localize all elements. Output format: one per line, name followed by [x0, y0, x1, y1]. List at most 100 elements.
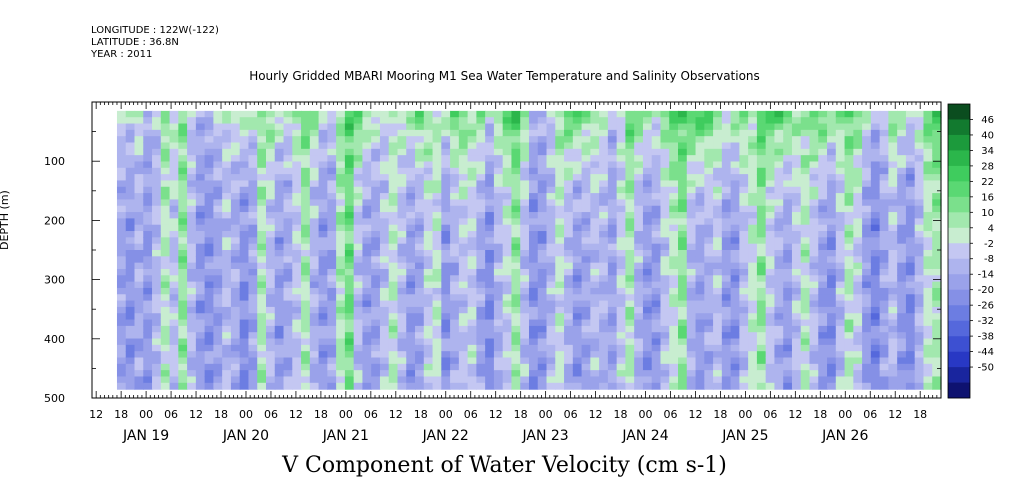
heatmap-cell — [248, 186, 258, 194]
heatmap-cell — [441, 325, 451, 333]
heatmap-cell — [800, 243, 811, 251]
heatmap-cell — [528, 300, 539, 308]
heatmap-cell — [905, 129, 916, 137]
heatmap-cell — [283, 193, 293, 201]
heatmap-cell — [572, 376, 583, 384]
heatmap-cell — [327, 199, 337, 207]
heatmap-cell — [116, 370, 127, 378]
heatmap-cell — [599, 357, 609, 365]
heatmap-cell — [379, 155, 390, 163]
heatmap-cell — [774, 313, 784, 321]
heatmap-cell — [686, 129, 697, 137]
heatmap-cell — [581, 186, 591, 194]
heatmap-cell — [502, 186, 513, 194]
heatmap-cell — [152, 382, 162, 390]
heatmap-cell — [607, 306, 618, 314]
heatmap-cell — [493, 205, 504, 213]
heatmap-cell — [730, 180, 740, 188]
heatmap-cell — [713, 218, 723, 226]
heatmap-cell — [379, 250, 390, 257]
heatmap-cell — [353, 123, 364, 131]
heatmap-cell — [432, 142, 442, 150]
heatmap-cell — [292, 123, 302, 131]
heatmap-cell — [362, 357, 372, 365]
heatmap-cell — [634, 281, 644, 289]
heatmap-cell — [572, 155, 583, 163]
heatmap-cell — [493, 199, 504, 207]
heatmap-cell — [695, 129, 705, 137]
heatmap-cell — [651, 218, 662, 226]
heatmap-cell — [870, 167, 881, 175]
heatmap-cell — [844, 319, 854, 327]
heatmap-cell — [537, 256, 548, 264]
heatmap-cell — [730, 357, 740, 365]
heatmap-cell — [450, 370, 460, 378]
heatmap-cell — [143, 224, 153, 232]
heatmap-cell — [292, 313, 302, 321]
heatmap-cell — [625, 370, 635, 378]
heatmap-cell — [432, 351, 442, 359]
heatmap-cell — [204, 281, 214, 289]
heatmap-cell — [318, 275, 328, 283]
heatmap-cell — [485, 262, 495, 270]
heatmap-cell — [467, 344, 477, 352]
heatmap-cell — [423, 199, 434, 207]
heatmap-cell — [827, 281, 837, 289]
heatmap-cell — [713, 306, 723, 314]
heatmap-cell — [502, 136, 513, 144]
heatmap-cell — [143, 117, 153, 125]
heatmap-cell — [774, 370, 784, 378]
heatmap-cell — [713, 382, 723, 390]
heatmap-cell — [344, 142, 355, 150]
heatmap-cell — [783, 205, 793, 213]
heatmap-cell — [511, 357, 521, 365]
heatmap-cell — [818, 300, 828, 308]
heatmap-cell — [169, 199, 179, 207]
colorbar-label: 34 — [981, 146, 994, 157]
heatmap-cell — [546, 294, 556, 302]
heatmap-cell — [160, 193, 171, 201]
heatmap-cell — [441, 268, 451, 276]
heatmap-cell — [905, 180, 916, 188]
heatmap-cell — [870, 300, 881, 308]
heatmap-cell — [222, 250, 232, 257]
heatmap-cell — [493, 332, 504, 340]
heatmap-cell — [897, 129, 907, 137]
heatmap-cell — [511, 363, 521, 371]
heatmap-cell — [756, 155, 767, 163]
heatmap-cell — [344, 180, 355, 188]
heatmap-cell — [660, 148, 670, 156]
heatmap-cell — [555, 142, 565, 150]
heatmap-cell — [642, 224, 653, 232]
heatmap-cell — [844, 167, 854, 175]
heatmap-cell — [432, 287, 442, 295]
heatmap-cell — [818, 117, 828, 125]
heatmap-cell — [222, 268, 232, 276]
heatmap-cell — [388, 167, 399, 175]
heatmap-cell — [230, 205, 241, 213]
heatmap-cell — [897, 110, 907, 118]
heatmap-cell — [204, 218, 214, 226]
heatmap-cell — [178, 212, 188, 219]
heatmap-cell — [546, 155, 556, 163]
heatmap-cell — [152, 205, 162, 213]
heatmap-cell — [818, 224, 828, 232]
heatmap-cell — [222, 363, 232, 371]
heatmap-cell — [406, 313, 416, 321]
heatmap-cell — [721, 129, 732, 137]
heatmap-cell — [607, 325, 618, 333]
colorbar-label: -32 — [978, 316, 994, 327]
heatmap-cell — [748, 281, 758, 289]
heatmap-cell — [897, 180, 907, 188]
heatmap-cell — [476, 351, 486, 359]
heatmap-cell — [353, 300, 364, 308]
heatmap-cell — [862, 199, 872, 207]
heatmap-cell — [642, 287, 653, 295]
heatmap-cell — [721, 319, 732, 327]
heatmap-cell — [432, 363, 442, 371]
heatmap-cell — [914, 338, 925, 346]
heatmap-cell — [318, 167, 328, 175]
heatmap-cell — [572, 186, 583, 194]
heatmap-cell — [125, 243, 136, 251]
